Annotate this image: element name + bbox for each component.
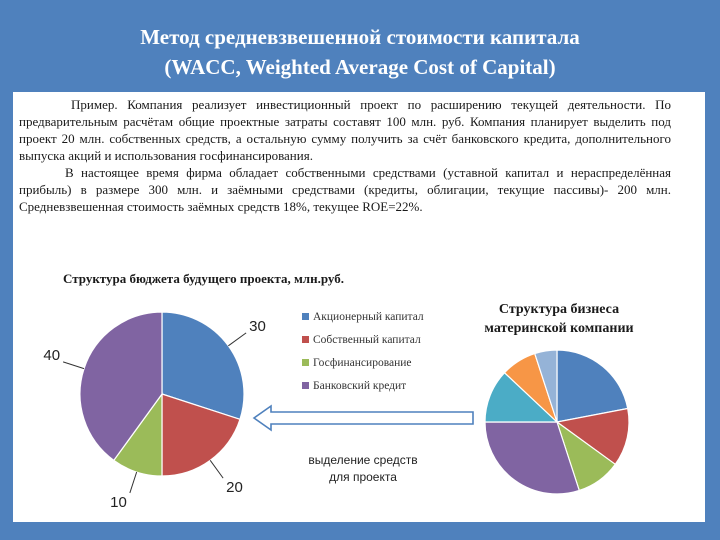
parent-structure-title: Структура бизнеса материнской компании [461, 300, 657, 338]
pie-leader-line [228, 332, 247, 347]
slide-title: Метод средневзвешенной стоимости капитал… [40, 22, 680, 86]
allocation-note: выделение средств для проекта [293, 452, 433, 486]
pie-slice [556, 349, 629, 423]
pie-slice [161, 311, 245, 421]
pie-slice [484, 421, 581, 495]
parent-structure-pie [484, 349, 630, 495]
legend-label: Банковский кредит [313, 380, 407, 392]
slide-content: Пример. Компания реализует инвестиционны… [13, 92, 705, 522]
title-line-2: (WACC, Weighted Average Cost of Capital) [164, 55, 556, 79]
legend-item: Акционерный капитал [302, 310, 424, 333]
budget-structure-heading: Структура бюджета будущего проекта, млн.… [63, 271, 344, 286]
legend-swatch [302, 312, 309, 320]
pie-value-label: 10 [110, 494, 127, 511]
legend-label: Госфинансирование [313, 357, 412, 369]
legend-item: Банковский кредит [302, 379, 424, 402]
title-line-1: Метод средневзвешенной стоимости капитал… [140, 25, 580, 49]
legend-item: Госфинансирование [302, 356, 424, 379]
project-budget-pie [79, 311, 245, 477]
note-line-1: выделение средств [308, 453, 418, 467]
pie-slice [533, 349, 558, 423]
pie-leader-line [209, 460, 224, 479]
project-budget-labels: 30 20 10 40 [43, 318, 265, 511]
allocation-arrow [252, 404, 474, 432]
pie-value-label: 40 [43, 347, 60, 364]
parent-title-line-1: Структура бизнеса [498, 302, 620, 317]
pie-slice [79, 311, 163, 462]
pie-slice [555, 407, 630, 466]
pie-leader-line [129, 471, 138, 494]
legend-swatch [302, 381, 309, 389]
legend-item: Собственный капитал [302, 333, 424, 356]
parent-title-line-2: материнской компании [484, 321, 634, 336]
legend-swatch [302, 358, 309, 366]
arrow-shape [252, 404, 474, 432]
legend: Акционерный капитал Собственный капитал … [302, 310, 424, 402]
note-line-2: для проекта [329, 470, 397, 484]
legend-label: Собственный капитал [313, 334, 421, 346]
paragraph-example: Пример. Компания реализует инвестиционны… [19, 97, 671, 163]
body-text: Пример. Компания реализует инвестиционны… [19, 96, 671, 215]
charts-svg: 30 20 10 40 [43, 311, 630, 511]
pie-value-label: 30 [249, 318, 266, 335]
legend-label: Акционерный капитал [313, 311, 424, 323]
pie-value-label: 20 [226, 479, 243, 496]
paragraph-current-state: В настоящее время фирма обладает собстве… [19, 165, 671, 214]
legend-swatch [302, 335, 309, 343]
pie-leader-line [62, 361, 85, 370]
